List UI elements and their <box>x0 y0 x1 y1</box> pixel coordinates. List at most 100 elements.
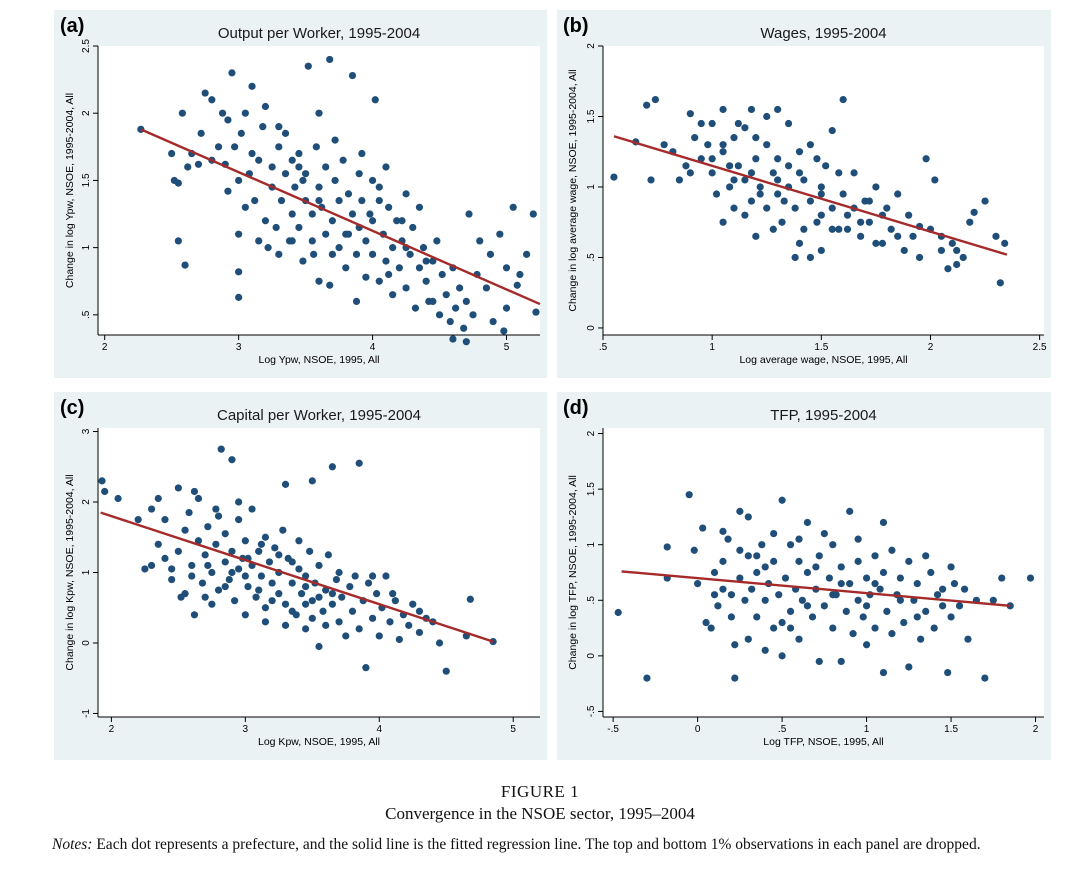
scatter-point <box>857 232 865 240</box>
scatter-point <box>438 270 446 279</box>
scatter-point <box>931 176 939 184</box>
scatter-point <box>255 156 263 164</box>
scatter-point <box>184 163 192 171</box>
scatter-point <box>871 552 879 560</box>
scatter-point <box>837 580 845 588</box>
scatter-point <box>328 217 336 225</box>
scatter-point <box>168 575 176 584</box>
y-tick-label: 2 <box>81 110 92 116</box>
scatter-point <box>663 543 671 551</box>
figure-notes-text: Each dot represents a prefecture, and th… <box>92 836 981 853</box>
scatter-point <box>462 338 470 346</box>
y-tick-label: 0 <box>586 325 597 331</box>
y-axis-label: Change in log Ypw, NSOE, 1995-2004, All <box>64 93 76 288</box>
panel-d: (d) TFP, 1995-2004 -.5 0 .5 1 1.5 2 -.5 0 .5 1 1.5 2 L… <box>557 392 1051 760</box>
scatter-point <box>744 635 752 643</box>
fit-line <box>613 135 1008 256</box>
scatter-point <box>208 568 216 577</box>
chart-title: Wages, 1995-2004 <box>760 25 886 42</box>
scatter-point <box>774 155 782 163</box>
scatter-point <box>214 143 223 151</box>
scatter-point <box>409 223 417 232</box>
scatter-point <box>302 572 310 580</box>
scatter-point <box>308 237 316 245</box>
scatter-point <box>185 508 193 517</box>
scatter-point <box>704 141 712 149</box>
scatter-point <box>614 608 622 617</box>
scatter-point <box>218 109 227 117</box>
scatter-point <box>734 162 742 170</box>
scatter-point <box>747 105 756 114</box>
scatter-point <box>900 246 908 255</box>
y-tick-label: 2 <box>586 430 597 436</box>
scatter-point <box>763 141 771 149</box>
scatter-point <box>224 187 232 195</box>
scatter-point <box>409 600 417 608</box>
scatter-point <box>813 218 821 226</box>
scatter-point <box>998 574 1006 582</box>
scatter-point <box>964 635 972 643</box>
scatter-point <box>248 82 256 90</box>
scatter-point <box>719 105 727 114</box>
scatter-point <box>288 607 296 615</box>
scatter-point <box>719 527 727 535</box>
scatter-point <box>204 561 212 570</box>
scatter-point <box>415 607 424 615</box>
scatter-point <box>854 596 862 604</box>
scatter-point <box>346 582 354 591</box>
scatter-point <box>315 642 323 651</box>
scatter-point <box>348 71 357 80</box>
scatter-point <box>355 625 363 633</box>
scatter-point <box>288 210 296 218</box>
plot-area <box>98 428 540 717</box>
x-tick-label: 0 <box>695 724 701 735</box>
scatter-point <box>322 163 330 171</box>
scatter-point <box>815 657 823 666</box>
scatter-point <box>879 518 888 527</box>
scatter-point <box>753 552 761 560</box>
scatter-point <box>188 561 196 570</box>
fit-line <box>100 511 494 643</box>
scatter-point <box>748 585 756 593</box>
scatter-point <box>299 257 307 265</box>
scatter-point <box>756 183 764 191</box>
scatter-point <box>643 674 651 682</box>
scatter-point <box>697 155 705 163</box>
scatter-point <box>872 183 880 191</box>
scatter-point <box>778 618 786 627</box>
scatter-point <box>456 284 464 292</box>
y-axis-label: Change in log TFP, NSOE, 1995-2004, All <box>567 475 579 670</box>
scatter-point <box>905 557 913 565</box>
scatter-point <box>707 624 715 632</box>
scatter-point <box>295 223 303 232</box>
scatter-point <box>281 600 290 608</box>
x-tick-label: 5 <box>504 342 510 353</box>
scatter-point <box>966 218 974 226</box>
scatter-point <box>415 628 424 637</box>
scatter-point <box>277 196 286 205</box>
x-axis-label: Log Kpw, NSOE, 1995, All <box>258 736 380 748</box>
scatter-point <box>744 552 752 560</box>
scatter-point <box>201 593 209 601</box>
scatter-point <box>328 250 336 258</box>
scatter-point <box>731 641 739 649</box>
scatter-point <box>281 621 290 629</box>
scatter-point <box>699 524 707 532</box>
x-tick-label: -.5 <box>607 724 619 735</box>
scatter-point <box>302 600 310 608</box>
scatter-point <box>308 477 316 485</box>
scatter-point <box>865 218 873 226</box>
scatter-point <box>217 445 225 453</box>
scatter-point <box>364 579 373 587</box>
scatter-point <box>752 134 760 142</box>
scatter-point <box>702 618 710 627</box>
scatter-point <box>244 582 252 591</box>
scatter-point <box>154 540 162 548</box>
scatter-point <box>947 563 955 571</box>
scatter-point <box>224 116 232 124</box>
x-tick-label: 2 <box>109 724 115 735</box>
scatter-point <box>235 176 243 185</box>
scatter-point <box>682 162 690 170</box>
figure-notes: Notes: Each dot represents a prefecture,… <box>52 834 1062 856</box>
scatter-point <box>876 585 884 593</box>
